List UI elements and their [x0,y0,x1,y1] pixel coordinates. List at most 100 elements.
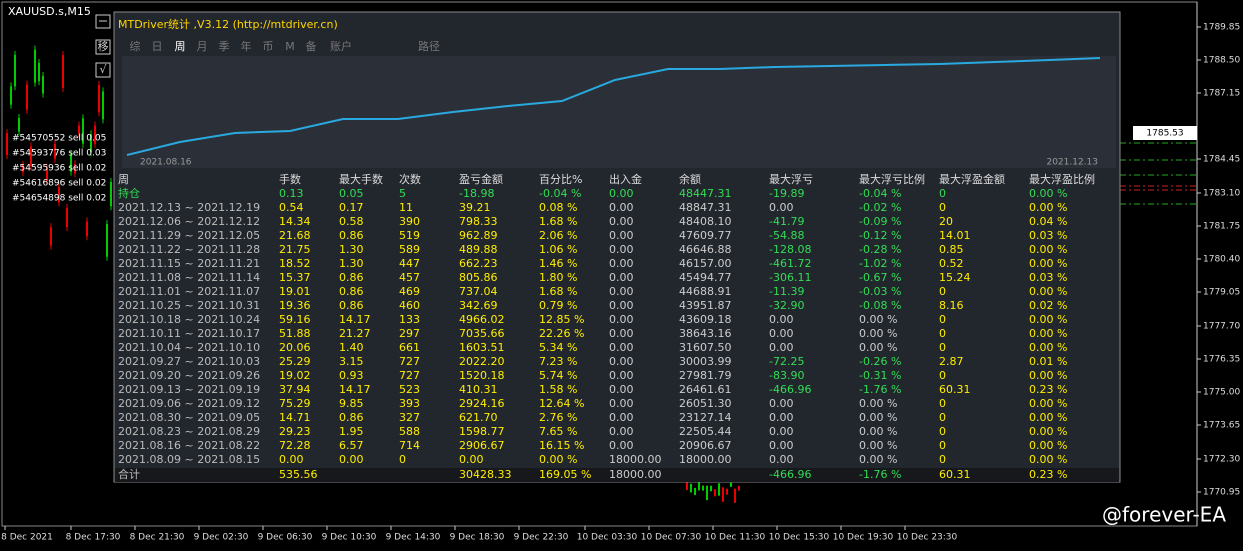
cell: 962.89 [459,229,498,242]
time-label: 10 Dec 19:30 [833,533,894,543]
cell: 0.00 [769,313,794,326]
cell: 1.95 [339,425,364,438]
cell: 2.76 % [539,411,577,424]
cell: 1598.77 [459,425,505,438]
order-label: #54595936 sell 0.02 [12,164,106,174]
cell: 0.00 % [1029,313,1067,326]
cell: 0.00 [609,341,634,354]
cell: 661 [399,341,420,354]
cell: 0.03 % [1029,229,1067,242]
cell: 0.08 % [539,201,577,214]
cell: 18.52 [279,257,311,270]
cell: 0 [939,187,946,200]
cell: 20906.67 [679,439,732,452]
price-label: 1781.75 [1203,222,1240,232]
cell: 805.86 [459,271,498,284]
row-label: 2021.08.09 ~ 2021.08.15 [118,453,260,466]
cell: 0.00 [769,397,794,410]
cell: 0.00 [609,243,634,256]
row-label: 2021.12.06 ~ 2021.12.12 [118,215,260,228]
watermark: @forever-EA [1102,503,1226,527]
cell: 0.00 % [859,397,897,410]
cell: 43951.87 [679,299,732,312]
cell: 0.00 % [859,425,897,438]
cell: 342.69 [459,299,498,312]
cell: 44688.91 [679,285,732,298]
cell: 0 [939,397,946,410]
cell: 15.37 [279,271,311,284]
cell: 8.16 [939,299,964,312]
row-label: 2021.11.01 ~ 2021.11.07 [118,285,260,298]
cell: 22.26 % [539,327,584,340]
candle-body [78,126,80,134]
tab[interactable]: 账户 [330,39,352,53]
cell: 0.00 % [859,411,897,424]
tab[interactable]: 周 [175,40,186,53]
cell: 48447.31 [679,187,732,200]
cell: 0.02 % [1029,299,1067,312]
candle-body [50,227,52,245]
price-label: 1773.65 [1203,421,1240,431]
cell: 38643.16 [679,327,732,340]
cell: 133 [399,313,420,326]
cell: 0.86 [339,411,364,424]
cell: 2022.20 [459,355,505,368]
cell: 11 [399,201,413,214]
price-label: 1775.00 [1203,388,1240,398]
tab[interactable]: 币 [263,40,274,53]
tab[interactable]: M [285,40,295,53]
cell: -461.72 [769,257,811,270]
cell: 75.29 [279,397,311,410]
cell: 0.00 % [1029,453,1067,466]
cell: 7.23 % [539,355,577,368]
cell: 0.00 % [1029,201,1067,214]
cell: 0.00 [769,425,794,438]
tab[interactable]: 日 [152,40,163,53]
cell: 25.29 [279,355,311,368]
row-label: 2021.11.29 ~ 2021.12.05 [118,229,260,242]
cell: 0.03 % [1029,271,1067,284]
column-header: 周 [118,173,129,186]
cell: 0.00 [609,383,634,396]
cell: 0.00 % [859,439,897,452]
time-label: 10 Dec 07:30 [641,533,702,543]
cell: 2.87 [939,355,964,368]
tab[interactable]: 综 [130,39,141,53]
cell: 14.71 [279,411,311,424]
cell: 327 [399,411,420,424]
toolbar-button-label[interactable]: √ [99,63,107,76]
price-label: 1787.15 [1203,89,1240,99]
cell: 0.00 [609,187,634,200]
time-label: 10 Dec 11:30 [705,533,766,543]
price-label: 1789.85 [1203,23,1240,33]
cell: 0.00 [609,229,634,242]
tab[interactable]: 年 [241,39,252,53]
cell: -0.26 % [859,355,901,368]
cell: 14.17 [339,313,371,326]
cell: 1.06 % [539,243,577,256]
cell: 7035.66 [459,327,505,340]
cell: 0.00 % [1029,439,1067,452]
tab[interactable]: 季 [219,40,230,53]
cell: -0.08 % [859,299,901,312]
cell: 1.68 % [539,285,577,298]
panel-title: MTDriver统计 ,V3.12 (http://mtdriver.cn) [118,18,338,31]
cell: -0.67 % [859,271,901,284]
candle-body [694,488,696,495]
toolbar-button-label[interactable]: 移 [98,40,109,53]
equity-chart-area [122,56,1116,168]
total-cell: 18000.00 [609,468,662,481]
order-label: #54654898 sell 0.02 [12,194,106,204]
chart-start-date: 2021.08.16 [140,158,192,168]
cell: 20 [939,215,953,228]
cell: 519 [399,229,420,242]
cell: 0.00 [279,453,304,466]
cell: 18000.00 [679,453,732,466]
cell: 0.00 [609,355,634,368]
tab[interactable]: 月 [197,40,208,53]
tab[interactable]: 备 [306,39,317,53]
row-label: 2021.10.25 ~ 2021.10.31 [118,299,260,312]
tab[interactable]: 路径 [418,40,440,53]
cell: 5.74 % [539,369,577,382]
time-label: 10 Dec 23:30 [897,533,958,543]
